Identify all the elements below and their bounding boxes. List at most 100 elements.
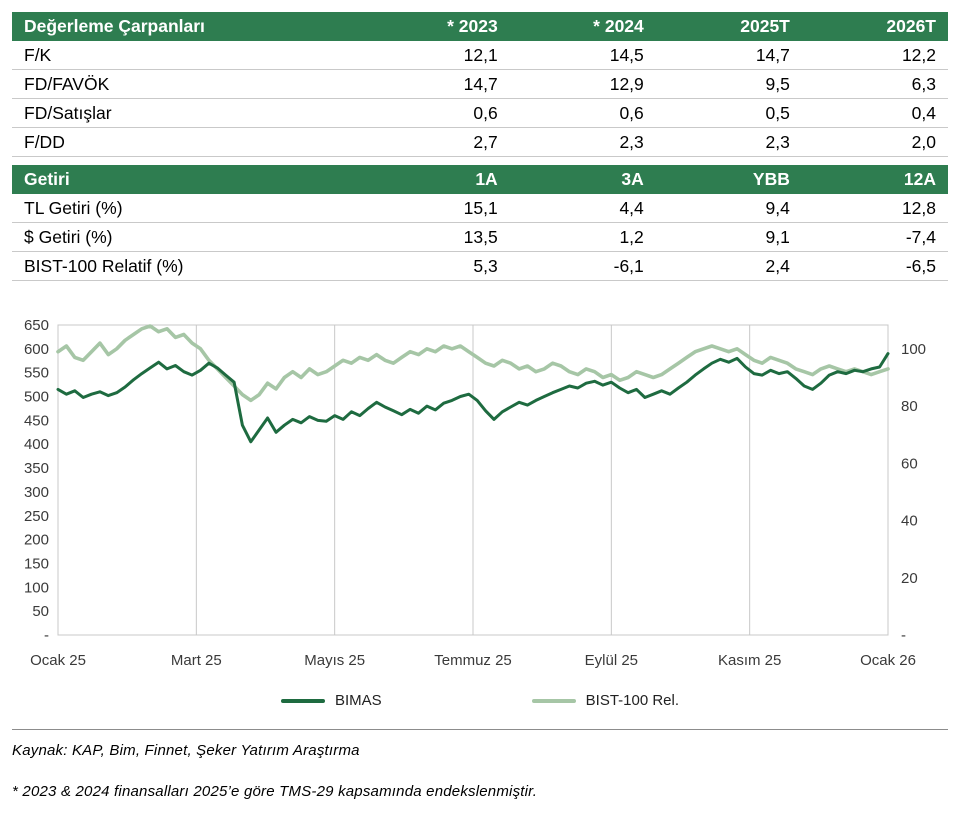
tables-section: Değerleme Çarpanları * 2023 * 2024 2025T 202… [12, 12, 948, 281]
left-tick-label: 650 [24, 317, 49, 334]
table-header-row: Getiri 1A 3A YBB 12A [12, 165, 948, 194]
table-row: TL Getiri (%) 15,1 4,4 9,4 12,8 [12, 194, 948, 223]
column-header: 12A [801, 165, 948, 194]
table-row: F/DD 2,7 2,3 2,3 2,0 [12, 127, 948, 157]
value-cell: 14,7 [363, 69, 510, 99]
value-cell: 14,7 [655, 41, 802, 70]
legend-label: BIMAS [334, 692, 382, 709]
value-cell: 0,5 [655, 98, 802, 128]
returns-table: Getiri 1A 3A YBB 12A TL Getiri (%) 15,1 4,4 9,4 1… [12, 165, 948, 281]
table-row: $ Getiri (%) 13,5 1,2 9,1 -7,4 [12, 222, 948, 252]
index-footnote: * 2023 & 2024 finansalları 2025’e göre T… [12, 783, 538, 800]
x-tick-label: Mart 25 [171, 652, 222, 669]
value-cell: 5,3 [363, 251, 510, 281]
column-header: * 2023 [363, 12, 510, 41]
x-tick-label: Mayıs 25 [304, 652, 365, 669]
value-cell: -7,4 [801, 222, 948, 252]
left-tick-label: - [44, 627, 49, 644]
legend-swatch [531, 698, 576, 703]
value-cell: -6,1 [509, 251, 656, 281]
chart-legend: BIMAS BIST-100 Rel. [12, 692, 948, 709]
value-cell: 9,5 [655, 69, 802, 99]
column-header: 2025T [655, 12, 802, 41]
value-cell: 0,4 [801, 98, 948, 128]
value-cell: 0,6 [363, 98, 510, 128]
x-tick-label: Kasım 25 [718, 652, 781, 669]
table-row: FD/Satışlar 0,6 0,6 0,5 0,4 [12, 98, 948, 128]
value-cell: 12,2 [801, 41, 948, 70]
value-cell: 2,3 [655, 127, 802, 157]
metric-label: F/DD [12, 127, 364, 157]
left-tick-label: 50 [32, 603, 49, 620]
right-tick-label: 80 [901, 398, 918, 415]
value-cell: 9,1 [655, 222, 802, 252]
left-tick-label: 250 [24, 508, 49, 525]
x-tick-label: Ocak 26 [860, 652, 916, 669]
column-header: YBB [655, 165, 802, 194]
legend-item: BIST-100 Rel. [531, 692, 680, 709]
metric-label: BIST-100 Relatif (%) [12, 251, 364, 281]
left-tick-label: 400 [24, 436, 49, 453]
metric-label: F/K [12, 41, 364, 70]
plot-border [57, 324, 889, 636]
right-tick-label: 20 [901, 570, 918, 587]
value-cell: 12,9 [509, 69, 656, 99]
right-tick-label: 100 [901, 341, 926, 358]
left-tick-label: 350 [24, 460, 49, 477]
left-tick-label: 200 [24, 532, 49, 549]
legend-item: BIMAS [280, 692, 382, 709]
value-cell: 2,4 [655, 251, 802, 281]
column-header: Getiri [12, 165, 364, 194]
divider [12, 729, 948, 730]
left-tick-label: 100 [24, 579, 49, 596]
x-tick-label: Eylül 25 [585, 652, 638, 669]
value-cell: 15,1 [363, 194, 510, 223]
value-cell: 12,1 [363, 41, 510, 70]
table-header-row: Değerleme Çarpanları * 2023 * 2024 2025T 202… [12, 12, 948, 41]
left-tick-label: 500 [24, 389, 49, 406]
series-bist-100-rel- [56, 324, 890, 403]
value-cell: 6,3 [801, 69, 948, 99]
column-header: Değerleme Çarpanları [12, 12, 364, 41]
value-cell: 13,5 [363, 222, 510, 252]
value-cell: 2,3 [509, 127, 656, 157]
column-header: * 2024 [509, 12, 656, 41]
legend-swatch [280, 698, 325, 703]
metric-label: TL Getiri (%) [12, 194, 364, 223]
value-cell: 1,2 [509, 222, 656, 252]
table-row: F/K 12,1 14,5 14,7 12,2 [12, 41, 948, 70]
right-tick-label: 60 [901, 455, 918, 472]
value-cell: 2,0 [801, 127, 948, 157]
legend-label: BIST-100 Rel. [585, 692, 680, 709]
column-header: 1A [363, 165, 510, 194]
value-cell: 0,6 [509, 98, 656, 128]
value-cell: 9,4 [655, 194, 802, 223]
x-tick-label: Temmuz 25 [434, 652, 512, 669]
value-cell: 2,7 [363, 127, 510, 157]
chart-svg: Ocak 25 Mart 25 Mayıs 25 Temmuz 25 Eylül 25 K… [24, 317, 926, 669]
value-cell: 14,5 [509, 41, 656, 70]
column-header: 3A [509, 165, 656, 194]
metric-label: FD/Satışlar [12, 98, 364, 128]
report-snippet: Değerleme Çarpanları * 2023 * 2024 2025T 202… [12, 12, 948, 800]
left-tick-label: 450 [24, 412, 49, 429]
left-tick-label: 550 [24, 365, 49, 382]
metric-label: FD/FAVÖK [12, 69, 364, 99]
valuation-table: Değerleme Çarpanları * 2023 * 2024 2025T 202… [12, 12, 948, 157]
value-cell: 4,4 [509, 194, 656, 223]
value-cell: 12,8 [801, 194, 948, 223]
table-row: BIST-100 Relatif (%) 5,3 -6,1 2,4 -6,5 [12, 251, 948, 281]
table-row: FD/FAVÖK 14,7 12,9 9,5 6,3 [12, 69, 948, 99]
metric-label: $ Getiri (%) [12, 222, 364, 252]
left-tick-label: 600 [24, 341, 49, 358]
x-tick-label: Ocak 25 [30, 652, 86, 669]
column-header: 2026T [801, 12, 948, 41]
value-cell: -6,5 [801, 251, 948, 281]
right-tick-label: 40 [901, 513, 918, 530]
left-tick-label: 300 [24, 484, 49, 501]
series-bimas [56, 352, 890, 444]
right-tick-label: - [901, 627, 906, 644]
left-tick-label: 150 [24, 555, 49, 572]
source-footnote: Kaynak: KAP, Bim, Finnet, Şeker Yatırım … [12, 742, 360, 759]
price-chart: Ocak 25 Mart 25 Mayıs 25 Temmuz 25 Eylül 25 K… [12, 315, 948, 709]
